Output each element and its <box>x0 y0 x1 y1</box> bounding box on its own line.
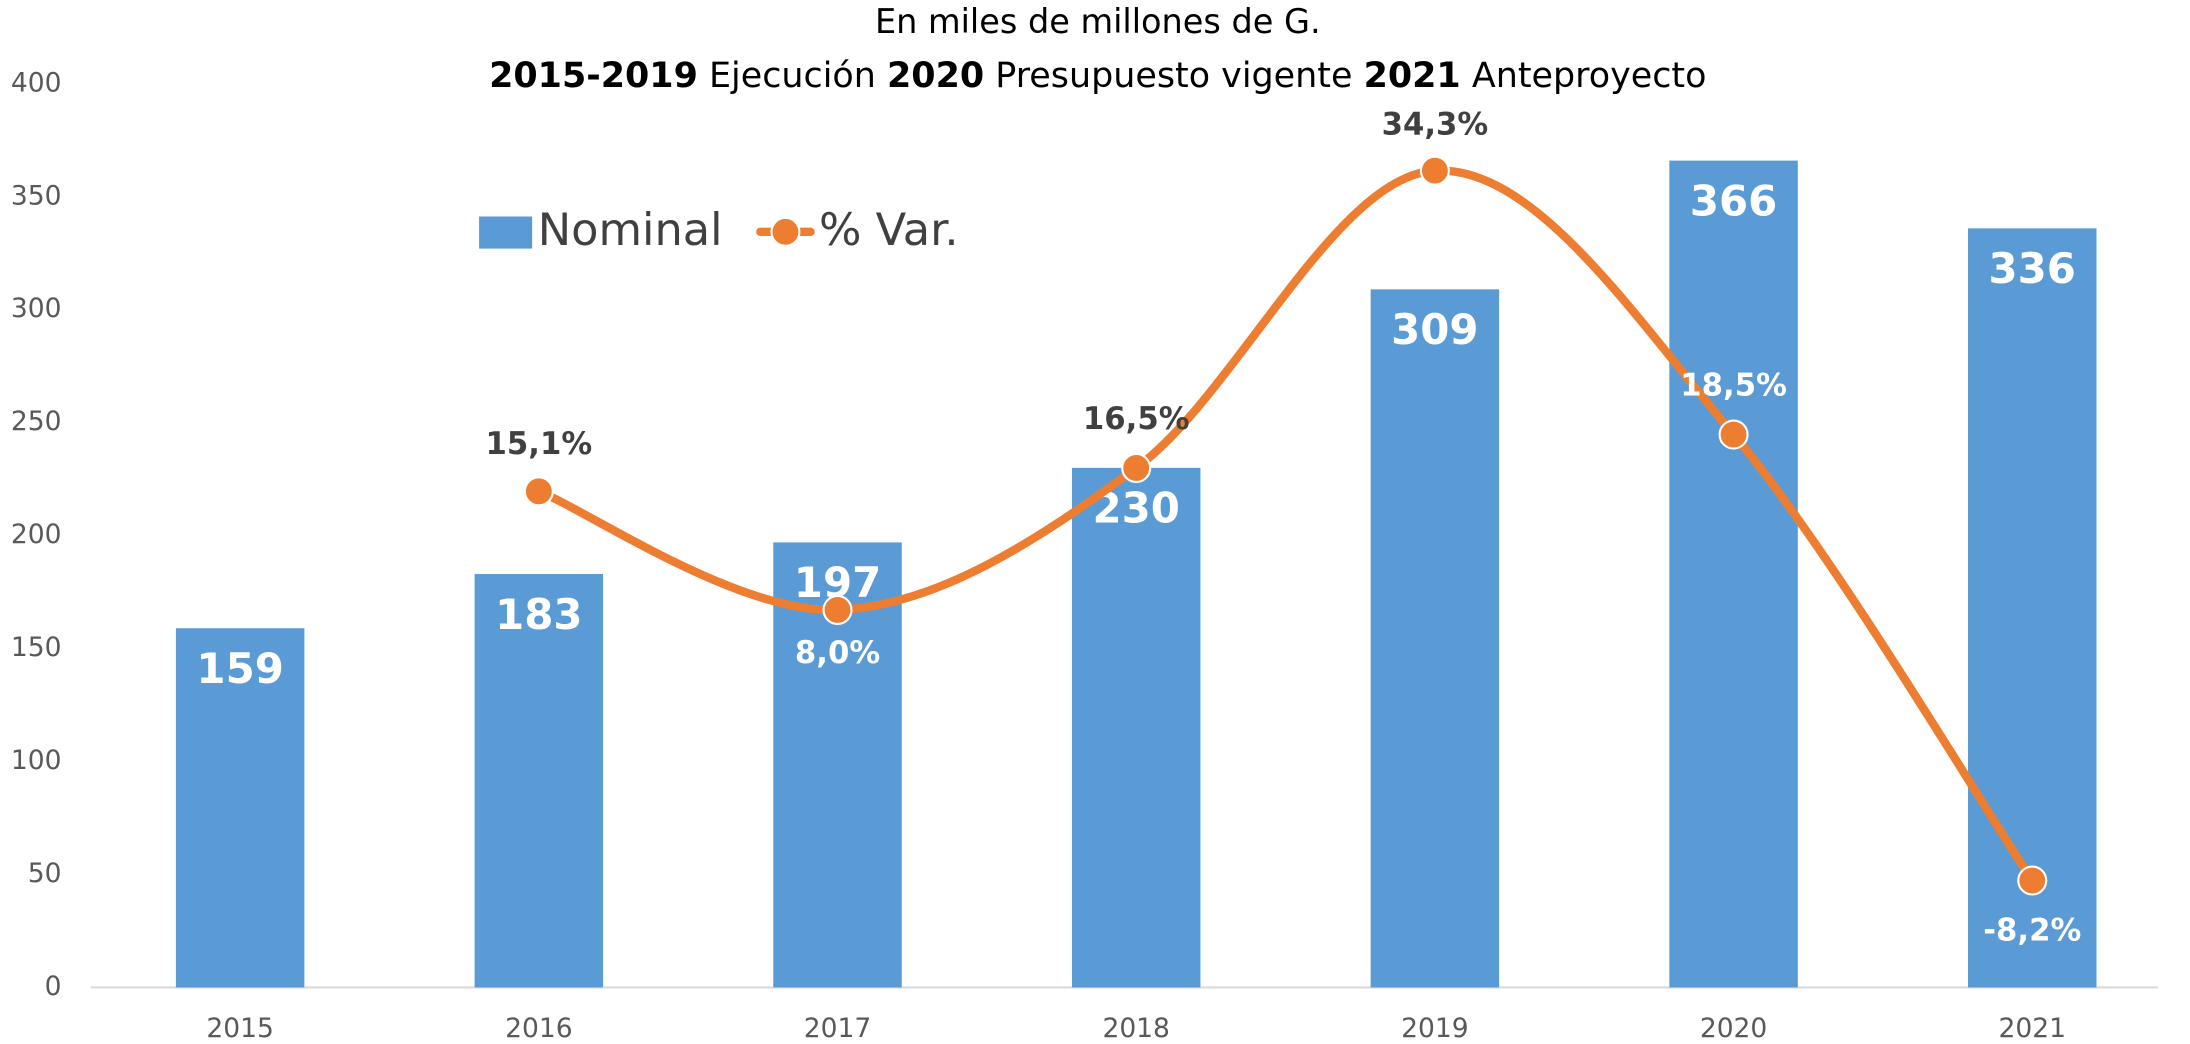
bar-value-label: 159 <box>196 644 283 693</box>
y-tick-label: 200 <box>11 519 62 550</box>
subtitle-part: Anteproyecto <box>1472 56 1707 96</box>
x-tick-label: 2016 <box>505 1013 572 1044</box>
subtitle-part: 2015-2019 <box>489 56 698 96</box>
chart-title: En miles de millones de G. <box>875 2 1321 41</box>
line-value-label: 16,5% <box>1083 401 1190 437</box>
bar <box>474 574 604 988</box>
legend-label: Nominal <box>538 204 723 256</box>
bar-value-label: 309 <box>1391 305 1478 354</box>
y-tick-label: 150 <box>11 632 62 663</box>
line-value-label: -8,2% <box>1983 913 2081 949</box>
subtitle-part: 2020 <box>887 56 984 96</box>
x-tick-label: 2017 <box>804 1013 871 1044</box>
y-tick-label: 250 <box>11 406 62 437</box>
subtitle-part: Presupuesto vigente <box>995 56 1352 96</box>
x-tick-label: 2021 <box>1999 1013 2066 1044</box>
x-tick-label: 2015 <box>206 1013 273 1044</box>
bar-value-label: 336 <box>1989 244 2076 293</box>
line-marker <box>523 476 554 507</box>
chart-subtitle: 2015-2019 Ejecución 2020 Presupuesto vig… <box>489 56 1706 96</box>
bar <box>1071 467 1201 988</box>
line-marker <box>822 594 853 625</box>
y-tick-label: 50 <box>28 858 62 889</box>
subtitle-part: 2021 <box>1364 56 1461 96</box>
y-tick-label: 0 <box>45 971 62 1002</box>
y-tick-label: 100 <box>11 745 62 776</box>
bar <box>1669 160 1798 988</box>
legend-swatch <box>479 216 533 249</box>
line-value-label: 34,3% <box>1382 106 1489 142</box>
x-tick-label: 2020 <box>1700 1013 1767 1044</box>
bar-value-label: 366 <box>1690 176 1777 225</box>
line-value-label: 15,1% <box>486 426 593 462</box>
bar-value-label: 183 <box>495 590 582 639</box>
line-marker <box>2017 865 2048 896</box>
line-marker <box>1419 155 1450 186</box>
subtitle-part: Ejecución <box>709 56 876 96</box>
y-tick-label: 300 <box>11 293 62 324</box>
y-tick-label: 400 <box>11 67 62 98</box>
line-value-label: 18,5% <box>1680 368 1787 404</box>
line-marker <box>1121 452 1152 483</box>
y-tick-label: 350 <box>11 180 62 211</box>
bar <box>1370 289 1500 988</box>
line-value-label: 8,0% <box>795 635 880 671</box>
legend-swatch-marker <box>770 216 801 247</box>
line <box>534 166 2037 885</box>
x-tick-label: 2018 <box>1102 1013 1169 1044</box>
x-tick-label: 2019 <box>1401 1013 1468 1044</box>
bar <box>1968 228 2097 988</box>
line-marker <box>1718 419 1749 450</box>
legend-label: % Var. <box>819 204 959 256</box>
bar <box>175 628 305 988</box>
